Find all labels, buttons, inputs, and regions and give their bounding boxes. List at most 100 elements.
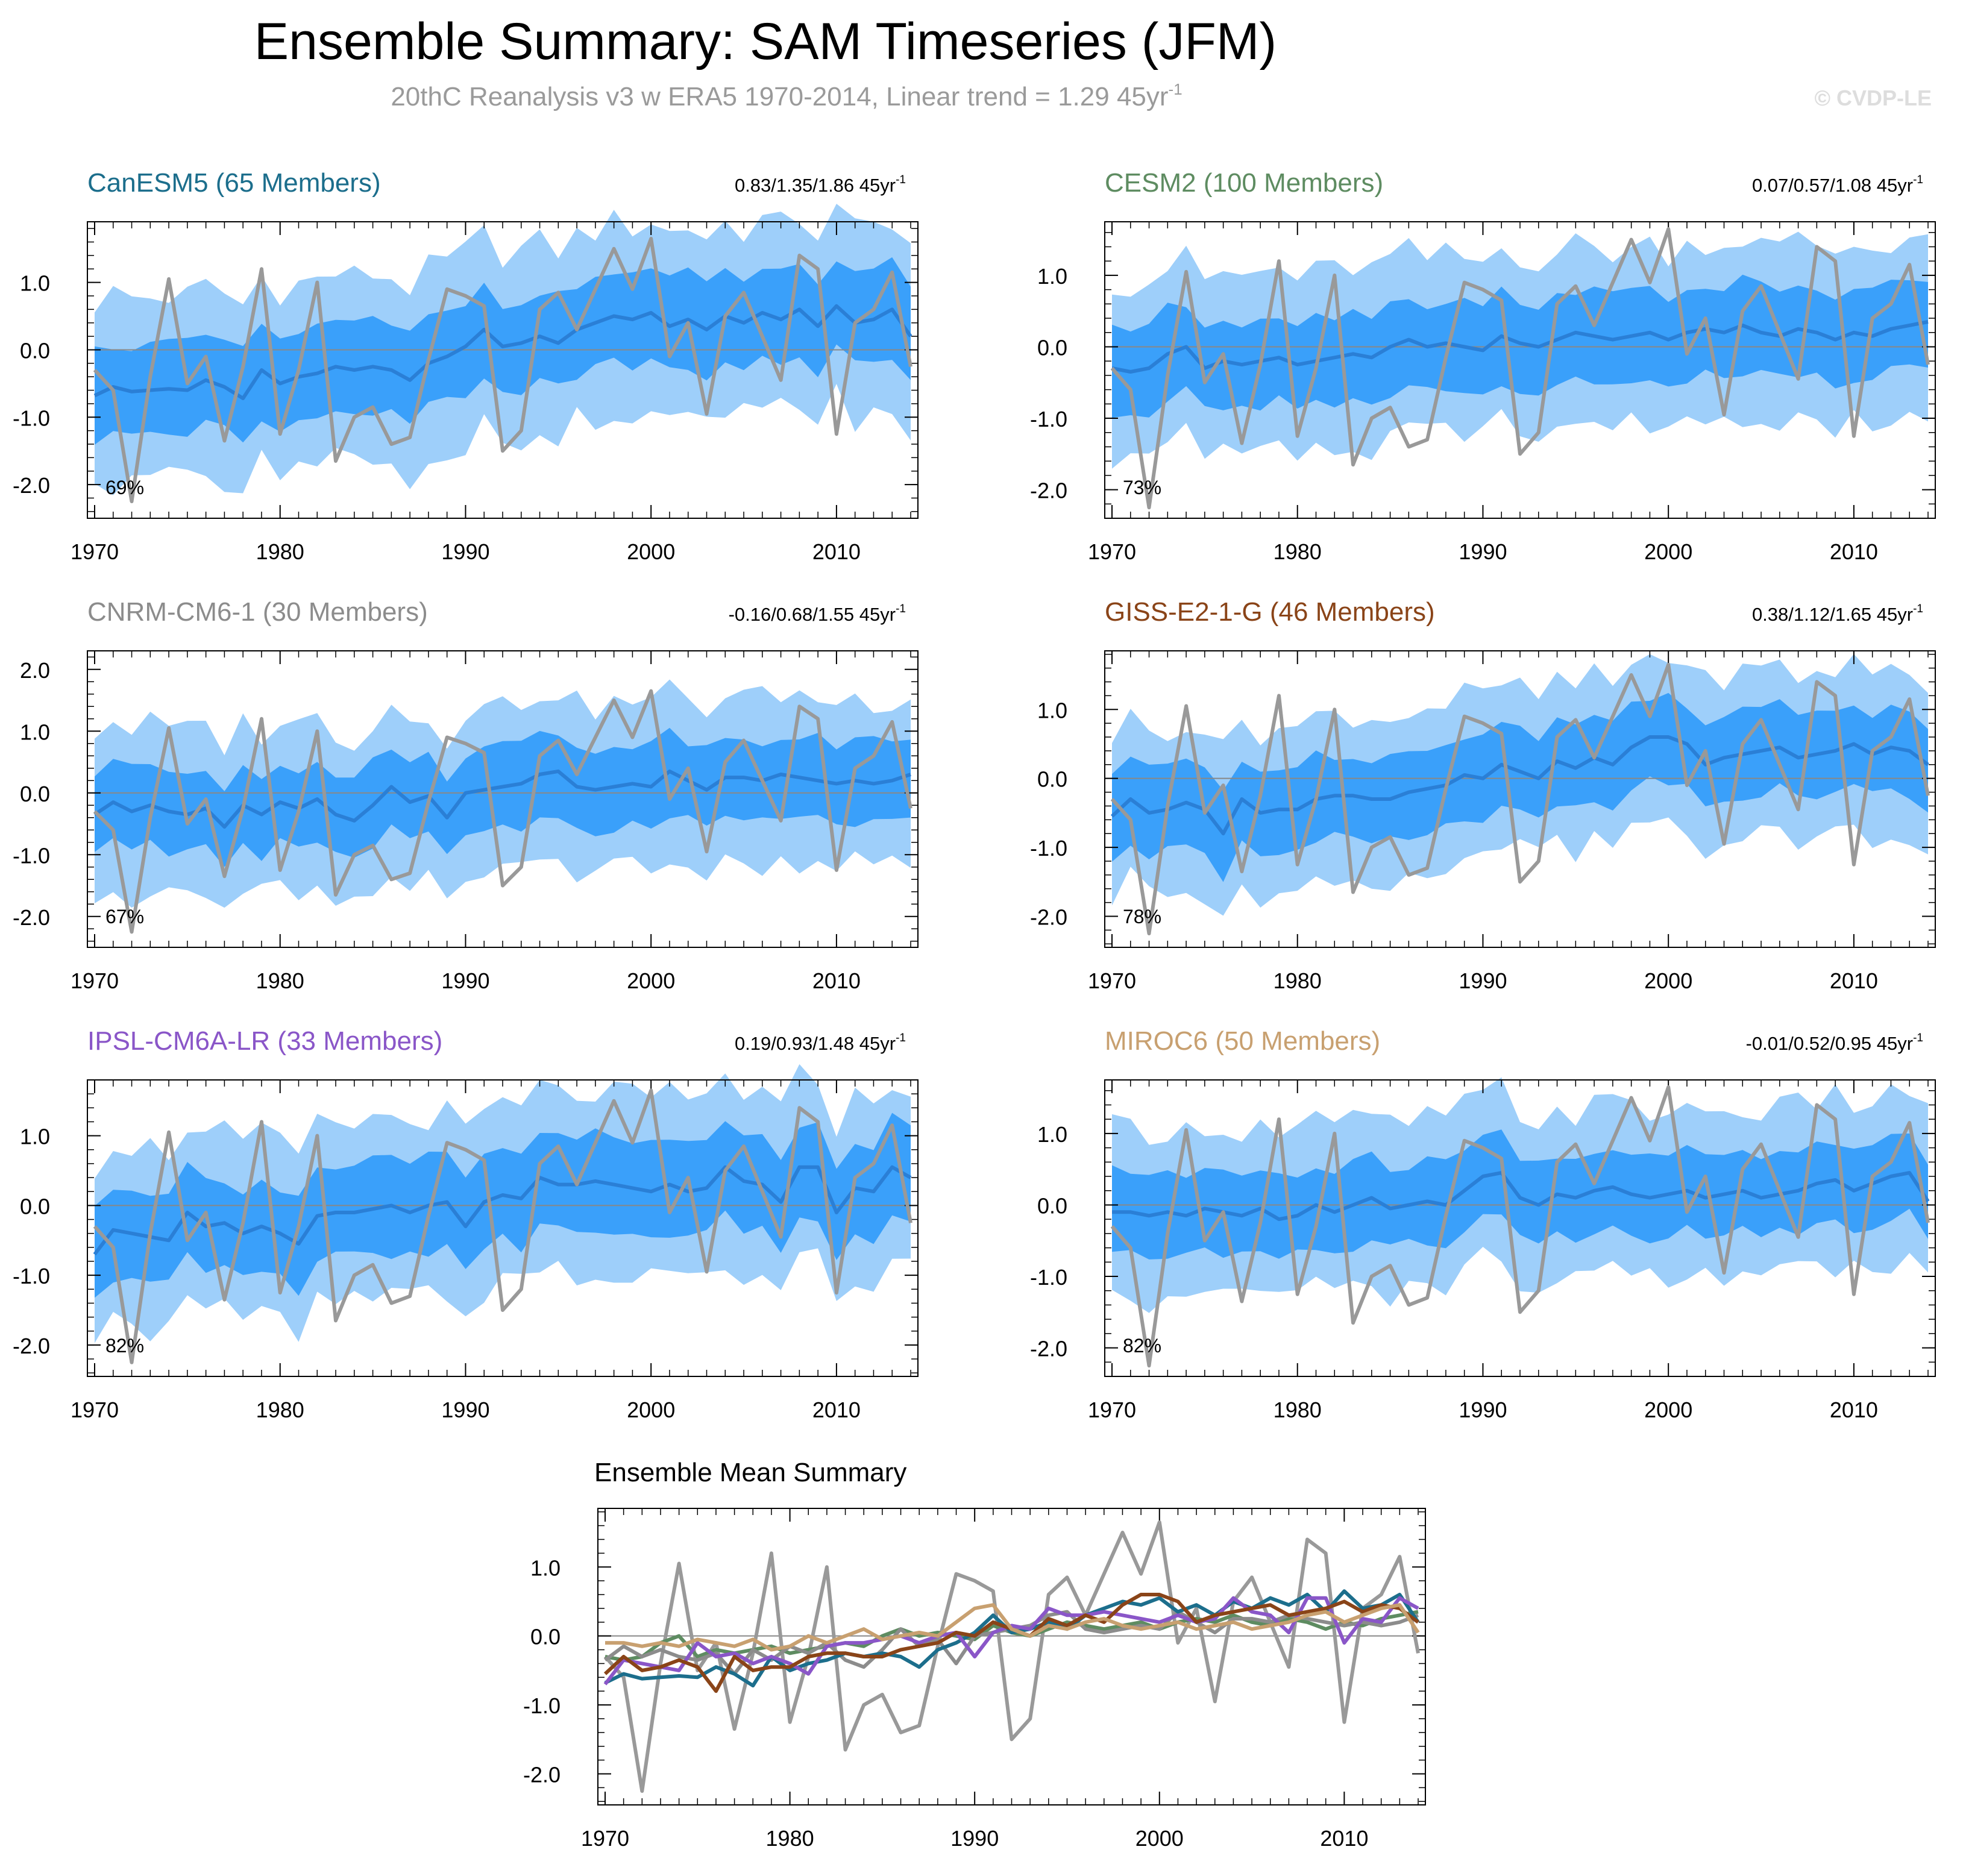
panel-2-trend-sup: -1 xyxy=(896,603,906,615)
summary-xtick-label: 1990 xyxy=(950,1826,999,1851)
summary-ytick-label: 0.0 xyxy=(530,1625,561,1649)
panel-3-xtick-label: 1990 xyxy=(1459,968,1507,993)
panel-3-ytick-label: 1.0 xyxy=(1037,698,1067,723)
summary-xtick-label: 1980 xyxy=(766,1826,814,1851)
panel-2-xtick-label: 1990 xyxy=(441,968,489,993)
panel-4-ytick-label: -1.0 xyxy=(13,1264,50,1288)
panel-1-ytick-label: 0.0 xyxy=(1037,335,1067,360)
panel-5-trend-value: -0.01/0.52/0.95 45yr xyxy=(1746,1033,1913,1054)
panel-0-xtick-label: 2010 xyxy=(812,539,861,564)
panel-3-xtick-label: 2010 xyxy=(1830,968,1878,993)
panel-2-inner-spread-band xyxy=(95,727,911,867)
panel-2-trend-value: -0.16/0.68/1.55 45yr xyxy=(729,604,896,625)
panel-2-percent-label: 67% xyxy=(105,906,144,927)
panel-0-trend-sup: -1 xyxy=(896,174,906,186)
panel-2-ytick-label: -2.0 xyxy=(13,905,50,930)
panel-0-ytick-label: -1.0 xyxy=(13,406,50,430)
panel-2-xtick-label: 1970 xyxy=(71,968,119,993)
panel-0-trend-label: 0.83/1.35/1.86 45yr-1 xyxy=(735,174,906,196)
panel-cnrm-cm6-1: 2.0 1.0 0.0 -1.0 -2.0 1970 1980 1990 2000 2010 CNR… xyxy=(13,597,919,993)
panel-1-trend-sup: -1 xyxy=(1913,174,1923,186)
summary-line-canesm5 xyxy=(604,1589,1420,1688)
watermark: © CVDP-LE xyxy=(1814,86,1932,110)
summary-line-miroc6 xyxy=(605,1603,1420,1652)
panel-0-trend-value: 0.83/1.35/1.86 45yr xyxy=(735,175,896,196)
panel-3-trend-value: 0.38/1.12/1.65 45yr xyxy=(1752,604,1913,625)
panel-3-ytick-label: 0.0 xyxy=(1037,767,1067,792)
figure-subtitle-sup: -1 xyxy=(1169,80,1183,98)
panel-1-xtick-label: 1990 xyxy=(1459,539,1507,564)
panel-4-ensemble-mean-line xyxy=(93,1165,912,1256)
panel-canesm5: 1.0 0.0 -1.0 -2.0 1970 1980 1990 2000 2010 CanESM… xyxy=(13,168,919,564)
panel-1-xtick-label: 1970 xyxy=(1088,539,1136,564)
panel-5-xtick-label: 1980 xyxy=(1274,1398,1322,1422)
panel-3-xtick-label: 2000 xyxy=(1644,968,1692,993)
panel-4-trend-label: 0.19/0.93/1.48 45yr-1 xyxy=(735,1032,906,1054)
panel-0-ytick-label: -2.0 xyxy=(13,473,50,498)
panel-1-ensemble-mean-line xyxy=(1111,320,1929,374)
panel-ipsl-cm6a-lr: 1.0 0.0 -1.0 -2.0 1970 1980 1990 2000 2010 IPSL-C… xyxy=(13,1026,919,1422)
panel-0-observed-line xyxy=(93,237,912,503)
panel-3-observed-line xyxy=(1110,662,1930,936)
panel-1-xtick-label: 2000 xyxy=(1644,539,1692,564)
panel-4-xtick-label: 2000 xyxy=(627,1398,675,1422)
panel-0-title: CanESM5 (65 Members) xyxy=(87,168,381,198)
panel-1-title: CESM2 (100 Members) xyxy=(1105,168,1383,198)
panel-0-xtick-label: 1970 xyxy=(71,539,119,564)
panel-0-percent-label: 69% xyxy=(105,477,144,498)
panel-5-xtick-label: 1990 xyxy=(1459,1398,1507,1422)
panel-3-ensemble-mean-line xyxy=(1110,735,1929,836)
panel-4-ytick-label: -2.0 xyxy=(13,1334,50,1358)
panel-5-ytick-label: -2.0 xyxy=(1030,1337,1067,1361)
panel-5-ytick-label: 0.0 xyxy=(1037,1193,1067,1218)
panel-1-ytick-label: -2.0 xyxy=(1030,478,1067,503)
panel-1-xtick-label: 1980 xyxy=(1274,539,1322,564)
panel-5-xtick-label: 2010 xyxy=(1830,1398,1878,1422)
panel-ensemble-mean-summary: 1.0 0.0 -1.0 -2.0 1970 1980 1990 2000 2010 Ensemb… xyxy=(523,1458,1426,1851)
panel-2-ytick-label: 0.0 xyxy=(20,782,50,806)
panel-1-observed-line xyxy=(1110,227,1930,510)
panel-1-ytick-label: 1.0 xyxy=(1037,264,1067,289)
panel-1-percent-label: 73% xyxy=(1123,477,1161,498)
figure-subtitle: 20thC Reanalysis v3 w ERA5 1970-2014, Li… xyxy=(391,80,1182,111)
summary-xtick-label: 2010 xyxy=(1320,1826,1368,1851)
panel-2-xtick-label: 2010 xyxy=(812,968,861,993)
panel-5-ytick-label: 1.0 xyxy=(1037,1122,1067,1147)
panel-3-xtick-label: 1970 xyxy=(1088,968,1136,993)
summary-title: Ensemble Mean Summary xyxy=(594,1458,906,1487)
panel-4-xtick-label: 1970 xyxy=(71,1398,119,1422)
panel-4-ytick-label: 0.0 xyxy=(20,1194,50,1219)
panel-0-xtick-label: 1980 xyxy=(256,539,304,564)
panel-cesm2: 1.0 0.0 -1.0 -2.0 1970 1980 1990 2000 2010 CESM2 … xyxy=(1030,168,1936,564)
panel-4-ytick-label: 1.0 xyxy=(20,1125,50,1149)
panel-2-ensemble-mean-line xyxy=(93,769,911,829)
panel-4-trend-sup: -1 xyxy=(896,1032,906,1044)
panel-miroc6: 1.0 0.0 -1.0 -2.0 1970 1980 1990 2000 2010 MIROC6… xyxy=(1030,1026,1936,1422)
panel-3-ytick-label: -2.0 xyxy=(1030,905,1067,930)
panels-layer: 1.0 0.0 -1.0 -2.0 1970 1980 1990 2000 2010 CanESM… xyxy=(13,168,1936,1851)
panel-2-ytick-label: 1.0 xyxy=(20,720,50,744)
summary-xtick-label: 2000 xyxy=(1135,1826,1184,1851)
panel-0-ytick-label: 1.0 xyxy=(20,271,50,296)
panel-5-xtick-label: 2000 xyxy=(1644,1398,1692,1422)
panel-1-trend-label: 0.07/0.57/1.08 45yr-1 xyxy=(1752,174,1923,196)
summary-xtick-label: 1970 xyxy=(581,1826,629,1851)
panel-giss-e2-1-g: 1.0 0.0 -1.0 -2.0 1970 1980 1990 2000 2010 GISS-E… xyxy=(1030,597,1936,993)
panel-2-ytick-label: 2.0 xyxy=(20,658,50,683)
summary-line-ipsl-cm6a-lr xyxy=(603,1596,1419,1686)
panel-5-trend-sup: -1 xyxy=(1913,1032,1923,1044)
panel-5-trend-label: -0.01/0.52/0.95 45yr-1 xyxy=(1746,1032,1923,1054)
panel-5-title: MIROC6 (50 Members) xyxy=(1105,1026,1380,1056)
panel-3-title: GISS-E2-1-G (46 Members) xyxy=(1105,597,1435,627)
panel-1-xtick-label: 2010 xyxy=(1830,539,1878,564)
panel-2-xtick-label: 2000 xyxy=(627,968,675,993)
panel-2-xtick-label: 1980 xyxy=(256,968,304,993)
panel-4-xtick-label: 1990 xyxy=(441,1398,489,1422)
panel-5-observed-line xyxy=(1110,1085,1930,1368)
panel-4-percent-label: 82% xyxy=(105,1335,144,1357)
summary-observed-line xyxy=(603,1520,1420,1793)
summary-ytick-label: -2.0 xyxy=(523,1763,561,1787)
panel-0-inner-spread-band xyxy=(95,257,911,445)
panel-3-ytick-label: -1.0 xyxy=(1030,836,1067,861)
